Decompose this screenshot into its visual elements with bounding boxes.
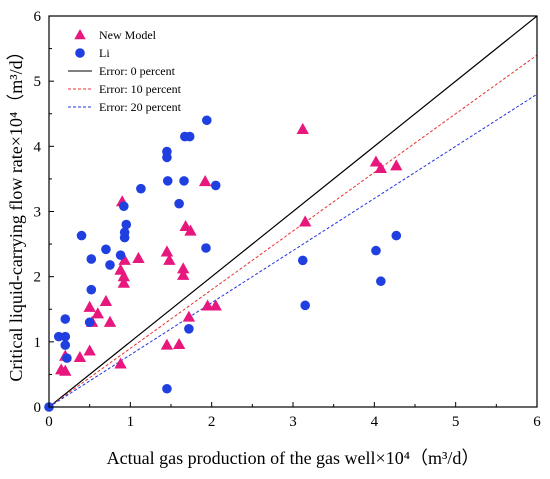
x-tick-label: 1: [127, 414, 135, 430]
x-tick-label: 2: [208, 414, 216, 430]
legend-marker-new-model: [74, 29, 86, 40]
li-point: [101, 244, 111, 255]
new-model-point: [177, 268, 190, 280]
new-model-point: [177, 262, 190, 274]
new-model-point: [118, 253, 131, 265]
li-point: [201, 115, 212, 126]
legend-label: Error: 10 percent: [99, 82, 182, 96]
new-model-point: [198, 175, 212, 187]
new-model-point: [117, 276, 131, 288]
li-point: [119, 201, 129, 212]
new-model-point: [160, 245, 174, 257]
legend-label: New Model: [99, 28, 157, 42]
new-model-point: [184, 224, 197, 236]
new-model-point: [201, 299, 214, 311]
new-model-point: [172, 337, 186, 349]
li-point: [179, 176, 189, 186]
new-model-point: [83, 300, 96, 312]
legend-label: Li: [99, 46, 110, 60]
li-point: [162, 176, 173, 186]
new-model-point: [73, 350, 87, 363]
li-point: [162, 146, 172, 157]
new-model-point: [117, 270, 131, 282]
li-point: [297, 255, 308, 266]
new-model-point: [132, 251, 145, 263]
li-point: [174, 198, 184, 209]
li-point: [115, 250, 126, 260]
x-tick-label: 0: [45, 414, 53, 430]
li-point: [391, 230, 402, 241]
new-model-point: [160, 338, 174, 350]
y-axis-title: Critical liquid-carrying flow rate×10⁴（m…: [6, 42, 26, 381]
x-tick-label: 5: [452, 414, 460, 430]
li-point: [184, 131, 195, 142]
li-point: [210, 180, 221, 191]
y-tick-label: 0: [34, 400, 42, 416]
x-axis-title: Actual gas production of the gas well×10…: [107, 448, 480, 468]
line-error-20: [49, 93, 537, 407]
y-tick-label: 2: [34, 270, 42, 286]
new-model-point: [103, 315, 117, 327]
line-error-0: [49, 16, 537, 407]
li-point: [300, 300, 311, 311]
li-point: [121, 219, 132, 230]
new-model-point: [209, 299, 222, 311]
axis-ticks: 0 1 2 3 4 5 6 0 1 2 3 4 5 6: [34, 9, 542, 430]
li-point: [62, 353, 72, 363]
li-point: [105, 260, 115, 270]
y-tick-label: 4: [34, 139, 42, 155]
x-tick-label: 6: [533, 414, 541, 430]
x-tick-label: 3: [289, 414, 297, 430]
legend-label: Error: 20 percent: [99, 100, 182, 114]
new-model-point: [296, 122, 309, 134]
new-model-point: [369, 155, 383, 167]
new-model-point: [91, 307, 104, 319]
li-point: [84, 317, 95, 328]
reference-lines: [49, 16, 537, 407]
li-point: [60, 314, 71, 324]
data-points: [44, 115, 403, 412]
li-point: [60, 340, 71, 350]
li-point: [136, 183, 146, 194]
li-point: [201, 243, 211, 253]
new-model-point: [374, 161, 388, 174]
li-point: [76, 230, 87, 241]
li-point: [86, 254, 97, 264]
y-tick-label: 3: [34, 205, 42, 221]
new-model-point: [114, 357, 127, 369]
x-tick-label: 4: [371, 414, 379, 430]
y-tick-label: 6: [34, 9, 42, 25]
y-tick-label: 1: [34, 335, 42, 351]
li-point: [371, 245, 381, 256]
new-model-point: [83, 344, 96, 356]
line-error-10: [49, 54, 537, 407]
new-model-point: [299, 215, 312, 227]
li-point: [162, 383, 172, 394]
new-model-point: [163, 253, 176, 265]
li-point: [184, 324, 194, 334]
new-model-point: [59, 364, 72, 376]
li-point: [86, 284, 97, 295]
li-point: [60, 331, 71, 342]
li-point: [119, 227, 130, 238]
legend-label: Error: 0 percent: [99, 64, 176, 78]
legend: New Model Li Error: 0 percent Error: 10 per…: [68, 28, 182, 114]
li-point: [376, 276, 386, 287]
new-model-point: [99, 294, 113, 306]
new-model-point: [182, 310, 196, 322]
legend-marker-li: [75, 48, 85, 58]
y-tick-label: 5: [34, 74, 42, 90]
new-model-point: [390, 159, 403, 171]
